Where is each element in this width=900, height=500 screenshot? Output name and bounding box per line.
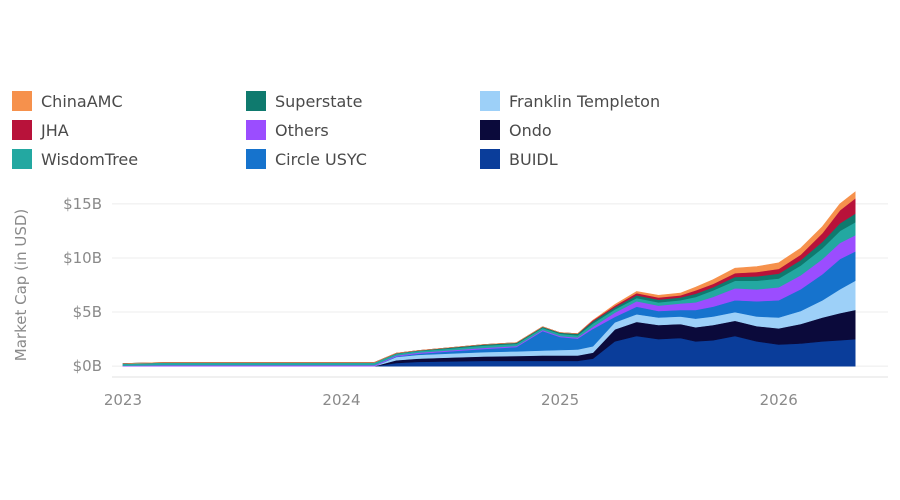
legend-swatch (480, 149, 500, 169)
legend-swatch (246, 120, 266, 140)
legend-swatch (12, 149, 32, 169)
plot-area (122, 191, 856, 367)
legend-item-chinaamc: ChinaAMC (12, 90, 123, 112)
legend-label: WisdomTree (41, 149, 139, 169)
y-tick-label: $15B (63, 195, 102, 213)
x-tick-label: 2026 (760, 391, 798, 409)
legend-swatch (12, 120, 32, 140)
x-tick-label: 2025 (541, 391, 579, 409)
x-tick-label: 2023 (104, 391, 142, 409)
axes: $0B $5B $10B $15B 2023 2024 2025 2026 Market Cap… (12, 195, 888, 409)
legend-swatch (480, 91, 500, 111)
legend-item-ondo: Ondo (480, 119, 552, 141)
legend-label: Superstate (275, 91, 363, 111)
legend-label: ChinaAMC (41, 91, 123, 111)
legend-label: BUIDL (509, 149, 558, 169)
legend-label: Circle USYC (275, 149, 367, 169)
legend-swatch (480, 120, 500, 140)
y-tick-label: $5B (73, 303, 102, 321)
legend-swatch (12, 91, 32, 111)
legend: ChinaAMC Superstate Franklin Templeton JHA O… (0, 0, 900, 180)
legend-item-others: Others (246, 119, 329, 141)
area-series-chinaamc (122, 191, 856, 364)
legend-label: Ondo (509, 120, 552, 140)
y-axis-title: Market Cap (in USD) (12, 209, 30, 361)
legend-swatch (246, 91, 266, 111)
legend-label: Franklin Templeton (509, 91, 661, 111)
legend-item-buidl: BUIDL (480, 148, 558, 170)
legend-item-wisdomtree: WisdomTree (12, 148, 138, 170)
x-tick-label: 2024 (322, 391, 360, 409)
legend-swatch (246, 149, 266, 169)
y-tick-label: $0B (73, 357, 102, 375)
legend-label: Others (275, 120, 329, 140)
legend-item-circle-usyc: Circle USYC (246, 148, 367, 170)
legend-label: JHA (41, 120, 69, 140)
legend-item-superstate: Superstate (246, 90, 362, 112)
legend-item-franklin-templeton: Franklin Templeton (480, 90, 660, 112)
y-tick-label: $10B (63, 249, 102, 267)
legend-item-jha: JHA (12, 119, 69, 141)
